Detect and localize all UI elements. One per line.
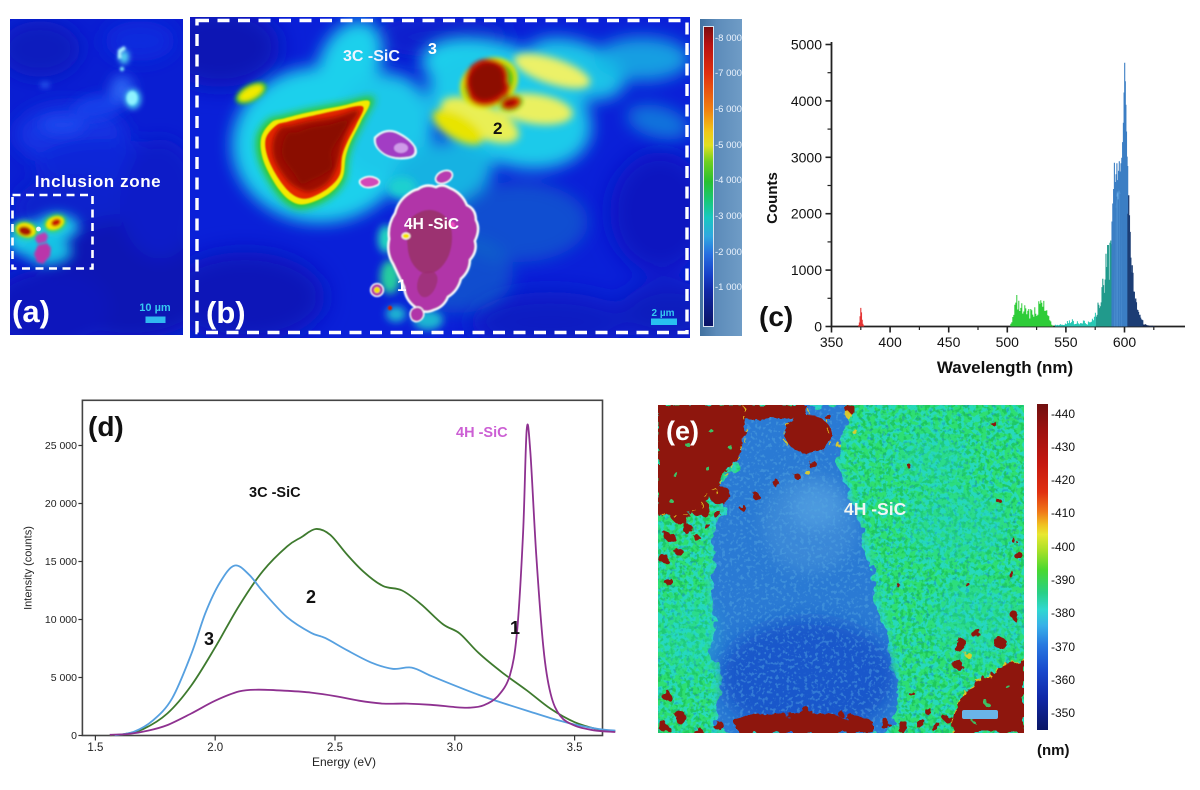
- svg-text:25 000: 25 000: [45, 440, 77, 452]
- svg-text:(b): (b): [206, 295, 246, 330]
- svg-text:Energy (eV): Energy (eV): [312, 755, 376, 769]
- svg-text:3: 3: [428, 41, 437, 58]
- svg-text:15 000: 15 000: [45, 556, 77, 568]
- svg-text:(a): (a): [12, 294, 50, 329]
- svg-text:2: 2: [306, 587, 316, 607]
- svg-text:5 000: 5 000: [51, 672, 77, 684]
- svg-text:3000: 3000: [791, 149, 822, 165]
- svg-text:2: 2: [493, 119, 502, 138]
- svg-text:0: 0: [71, 730, 77, 742]
- svg-text:3.0: 3.0: [447, 742, 463, 754]
- svg-text:1: 1: [510, 618, 520, 638]
- svg-text:2.5: 2.5: [327, 742, 343, 754]
- svg-text:3: 3: [204, 629, 214, 649]
- svg-text:(e): (e): [666, 416, 699, 446]
- svg-text:350: 350: [820, 334, 844, 350]
- svg-text:4H -SiC: 4H -SiC: [844, 499, 907, 519]
- svg-text:Inclusion zone: Inclusion zone: [34, 172, 160, 191]
- svg-text:Counts: Counts: [764, 172, 781, 224]
- svg-text:550: 550: [1054, 334, 1078, 350]
- svg-text:20 000: 20 000: [45, 498, 77, 510]
- svg-text:400: 400: [878, 334, 902, 350]
- svg-text:2.0: 2.0: [207, 742, 223, 754]
- svg-text:0: 0: [814, 319, 822, 335]
- svg-text:10 µm: 10 µm: [139, 302, 171, 314]
- svg-text:1000: 1000: [791, 262, 822, 278]
- svg-text:(d): (d): [88, 411, 124, 442]
- svg-text:1: 1: [397, 276, 406, 295]
- svg-text:Wavelength (nm): Wavelength (nm): [937, 358, 1073, 377]
- svg-text:Intensity (counts): Intensity (counts): [23, 526, 35, 610]
- svg-text:1.5: 1.5: [87, 742, 103, 754]
- svg-text:600: 600: [1113, 334, 1137, 350]
- svg-text:500: 500: [996, 334, 1020, 350]
- svg-text:4H -SiC: 4H -SiC: [404, 216, 459, 233]
- svg-text:4H -SiC: 4H -SiC: [456, 425, 508, 441]
- svg-text:2 µm: 2 µm: [652, 308, 675, 319]
- svg-text:3.5: 3.5: [567, 742, 583, 754]
- svg-text:450: 450: [937, 334, 961, 350]
- svg-text:10 000: 10 000: [45, 614, 77, 626]
- svg-text:5000: 5000: [791, 37, 822, 53]
- svg-text:4000: 4000: [791, 93, 822, 109]
- svg-text:3C -SiC: 3C -SiC: [249, 485, 301, 501]
- svg-text:2000: 2000: [791, 206, 822, 222]
- svg-text:3C -SiC: 3C -SiC: [343, 48, 400, 65]
- svg-text:(c): (c): [759, 301, 793, 332]
